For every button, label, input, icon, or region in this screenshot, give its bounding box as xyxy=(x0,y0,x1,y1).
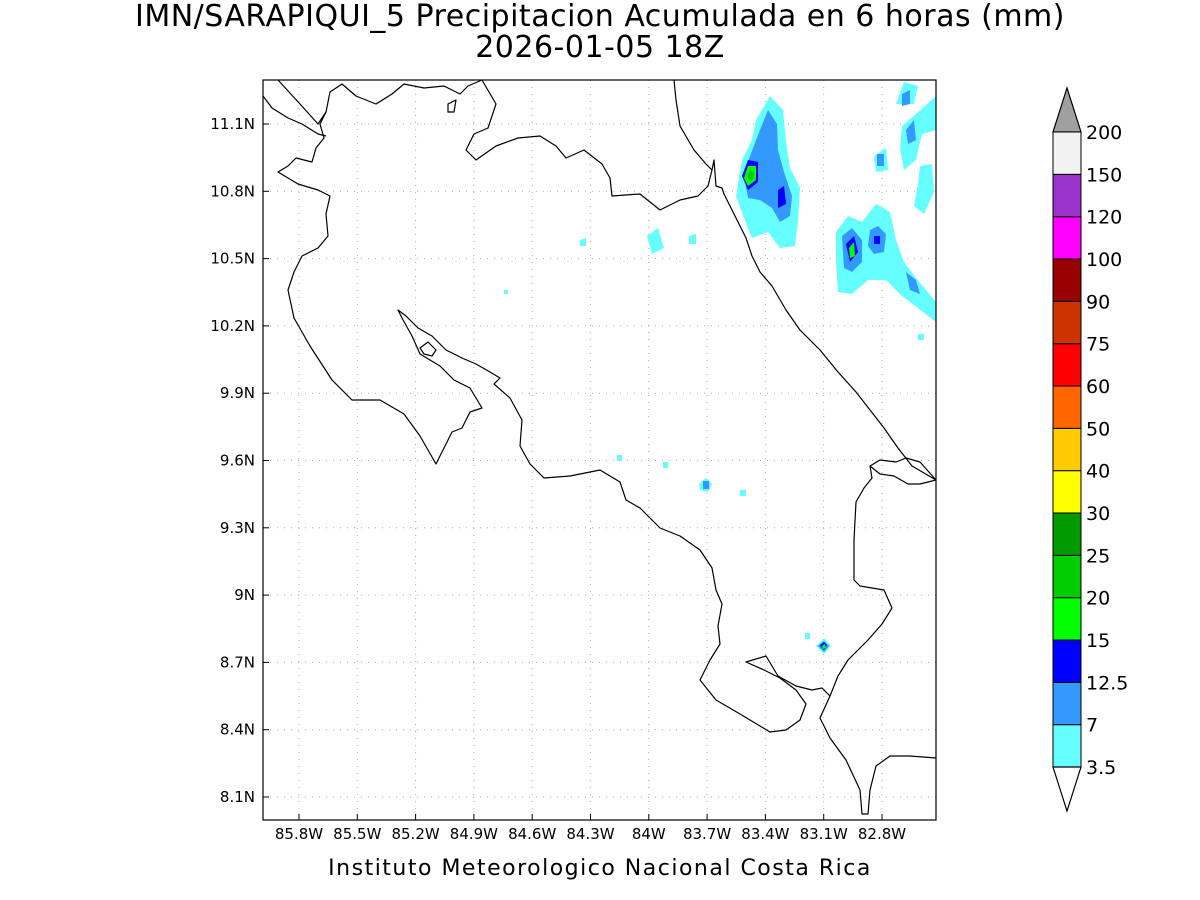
map-frame xyxy=(262,79,937,821)
longitude-labels: 85.8W 85.5W 85.2W 84.9W 84.6W 84.3W 84W 83.7W 83… xyxy=(275,814,906,843)
map-subtitle: 2026-01-05 18Z xyxy=(475,30,725,65)
map-gridlines xyxy=(263,80,936,820)
colorbar-box xyxy=(1052,681,1082,726)
colorbar-label: 75 xyxy=(1086,334,1110,356)
lon-label: 83.7W xyxy=(683,825,731,843)
lat-label: 10.5N xyxy=(210,250,255,268)
lat-label: 10.8N xyxy=(210,182,255,200)
colorbar-box xyxy=(1052,216,1082,260)
lat-label: 11.1N xyxy=(210,115,255,133)
lat-label: 8.1N xyxy=(220,788,255,806)
lon-label: 85.8W xyxy=(275,825,323,843)
colorbar-label: 20 xyxy=(1086,588,1110,610)
precip-level-7 xyxy=(703,90,920,652)
colorbar-box xyxy=(1052,385,1082,429)
colorbar-label: 50 xyxy=(1086,418,1110,440)
lat-label: 9.3N xyxy=(220,519,255,537)
colorbar-label: 200 xyxy=(1086,122,1122,144)
colorbar-label: 15 xyxy=(1086,630,1110,652)
colorbar-box xyxy=(1052,300,1082,345)
coastlines xyxy=(262,79,937,815)
colorbar-label: 7 xyxy=(1086,715,1098,737)
colorbar-box xyxy=(1052,554,1082,599)
precipitation-shading xyxy=(504,82,936,654)
lon-label: 84.9W xyxy=(450,825,498,843)
lat-label: 9N xyxy=(234,586,255,604)
colorbar-boxes xyxy=(1052,131,1082,768)
colorbar-box xyxy=(1052,639,1082,683)
colorbar-min-arrow xyxy=(1052,766,1082,813)
lon-label: 85.5W xyxy=(333,825,381,843)
colorbar-label: 120 xyxy=(1086,207,1122,229)
colorbar-box xyxy=(1052,470,1082,514)
lat-label: 8.7N xyxy=(220,653,255,671)
lon-label: 84W xyxy=(632,825,666,843)
colorbar-box xyxy=(1052,343,1082,387)
colorbar-label: 25 xyxy=(1086,545,1110,567)
colorbar-box xyxy=(1052,427,1082,472)
colorbar-label: 60 xyxy=(1086,376,1110,398)
lon-label: 84.6W xyxy=(508,825,556,843)
colorbar-label: 40 xyxy=(1086,461,1110,483)
lon-label: 83.1W xyxy=(800,825,848,843)
colorbar-label: 12.5 xyxy=(1086,672,1128,694)
colorbar-box xyxy=(1052,258,1082,302)
precip-level-20 xyxy=(747,170,754,181)
lon-label: 82.8W xyxy=(858,825,906,843)
footer-credit: Instituto Meteorologico Nacional Costa R… xyxy=(328,856,872,881)
colorbar-box xyxy=(1052,724,1082,768)
latitude-labels: 11.1N 10.8N 10.5N 10.2N 9.9N 9.6N 9.3N 9N 8.7N 8.… xyxy=(210,115,269,806)
colorbar-label: 30 xyxy=(1086,503,1110,525)
lon-label: 85.2W xyxy=(391,825,439,843)
colorbar-box xyxy=(1052,131,1082,175)
precip-level-3.5 xyxy=(504,82,936,654)
map-title: IMN/SARAPIQUI_5 Precipitacion Acumulada … xyxy=(135,0,1065,34)
colorbar-label: 100 xyxy=(1086,249,1122,271)
colorbar-label: 3.5 xyxy=(1086,757,1116,779)
colorbar-label: 90 xyxy=(1086,291,1110,313)
lat-label: 10.2N xyxy=(210,317,255,335)
colorbar-label: 150 xyxy=(1086,164,1122,186)
colorbar-box xyxy=(1052,173,1082,218)
colorbar: 3.5 7 12.5 15 20 25 30 40 50 60 75 90 100 120 150 200 xyxy=(1052,86,1128,813)
colorbar-max-arrow xyxy=(1052,86,1082,133)
colorbar-box xyxy=(1052,512,1082,556)
lon-label: 83.4W xyxy=(741,825,789,843)
lat-label: 9.9N xyxy=(220,384,255,402)
lat-label: 8.4N xyxy=(220,721,255,739)
colorbar-labels: 3.5 7 12.5 15 20 25 30 40 50 60 75 90 100 120 150 200 xyxy=(1086,122,1128,779)
lat-label: 9.6N xyxy=(220,452,255,470)
colorbar-box xyxy=(1052,597,1082,641)
lon-label: 84.3W xyxy=(566,825,614,843)
